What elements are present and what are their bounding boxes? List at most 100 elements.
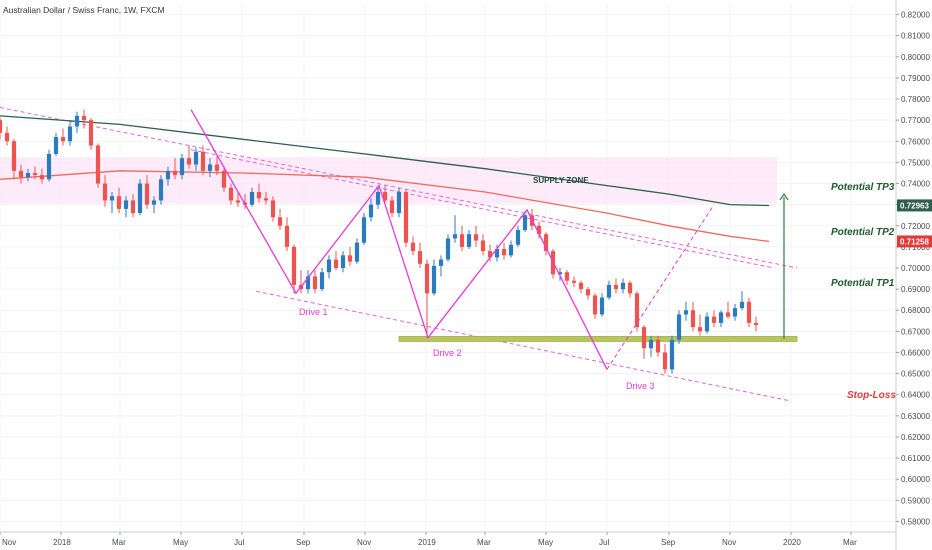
drive-pattern [190,109,715,370]
drive-zigzag [190,109,608,370]
x-tick-label: Jul [599,538,609,547]
y-tick-label: 0.65000 [901,370,930,379]
candle-body [340,255,346,268]
candle-body [592,295,598,315]
candle-body [403,191,409,243]
y-tick-label: 0.68000 [901,306,930,315]
drive-3-label: Drive 3 [626,381,655,391]
candle-body [690,310,696,328]
candle-body [361,217,367,243]
candle-body [564,272,570,281]
candle-body [200,151,206,171]
target-arrow [779,192,789,339]
candle-body [305,276,311,290]
candle-body [249,191,255,205]
y-tick-label: 0.64000 [901,391,930,400]
y-tick-label: 0.59000 [901,496,930,505]
candle-body [39,175,45,180]
candle-body [445,238,451,260]
candle-body [557,272,563,275]
candle-body [515,229,521,245]
candle-body [375,191,381,205]
y-tick-label: 0.77000 [901,116,930,125]
candle-body [599,297,605,315]
y-tick-label: 0.81000 [901,32,930,41]
drive-2-label: Drive 2 [433,348,462,358]
support-zone-bar [398,336,798,342]
x-tick-label: Mar [843,538,857,547]
candle-body [74,115,80,127]
candle-body [179,158,185,176]
candle-body [25,172,31,178]
channel-line [255,290,792,402]
candle-body [613,284,619,290]
candle-body [634,293,640,328]
y-tick-label: 0.76000 [901,137,930,146]
x-tick-label: Jul [234,538,244,547]
y-tick-label: 0.72000 [901,222,930,231]
x-tick-label: Sep [296,538,311,547]
y-tick-label: 0.60000 [901,475,930,484]
candle-body [228,187,234,201]
candle-body [46,153,52,180]
candle-body [144,183,150,205]
x-tick-label: Nov [357,538,371,547]
candle-body [711,316,717,323]
candle-body [655,339,661,353]
candle-body [207,164,213,171]
candle-body [501,248,507,256]
candle-body [452,234,458,239]
tp3-label: Potential TP3 [831,182,895,193]
candle-body [123,200,129,209]
candle-body [669,339,675,370]
candle-body [620,282,626,290]
candle-body [739,301,745,309]
moving-averages [0,115,770,243]
candle-body [578,282,584,290]
stop-loss-label: Stop-Loss [847,390,896,401]
price-badge-label: 0.71258 [900,237,929,246]
candle-body [508,244,514,256]
x-tick-label: 2018 [53,538,71,547]
y-tick-label: 0.61000 [901,454,930,463]
candle-body [221,170,227,188]
y-tick-label: 0.82000 [901,11,930,20]
y-tick-label: 0.58000 [901,517,930,526]
candle-body [746,301,752,323]
y-tick-label: 0.75000 [901,158,930,167]
candle-body [662,352,668,370]
candle-body [277,217,283,226]
candle-body [4,132,10,142]
candle-body [130,200,136,214]
y-tick-label: 0.67000 [901,327,930,336]
moving-average-line [0,115,770,207]
candle-body [333,259,339,268]
support-bar [398,336,798,342]
candle-body [270,200,276,218]
x-tick-label: 2019 [418,538,436,547]
candle-body [53,137,59,154]
supply-zone-label: SUPPLY ZONE [533,176,589,185]
candle-body [676,314,682,340]
candle-body [193,151,199,165]
candle-body [312,276,318,290]
x-tick-label: Mar [112,538,126,547]
candle-body [543,234,549,252]
candle-body [109,196,115,201]
candle-body [641,327,647,349]
y-tick-label: 0.78000 [901,95,930,104]
candle-body [606,284,612,298]
y-tick-label: 0.74000 [901,180,930,189]
x-tick-label: Mar [477,538,491,547]
candle-body [536,225,542,235]
y-tick-label: 0.79000 [901,74,930,83]
channel-line [190,149,775,269]
candle-body [165,170,171,180]
candle-body [186,158,192,165]
candle-body [11,141,17,171]
price-badge [897,235,932,248]
candle-body [319,272,325,290]
moving-average-line [0,170,770,243]
candle-body [585,289,591,296]
